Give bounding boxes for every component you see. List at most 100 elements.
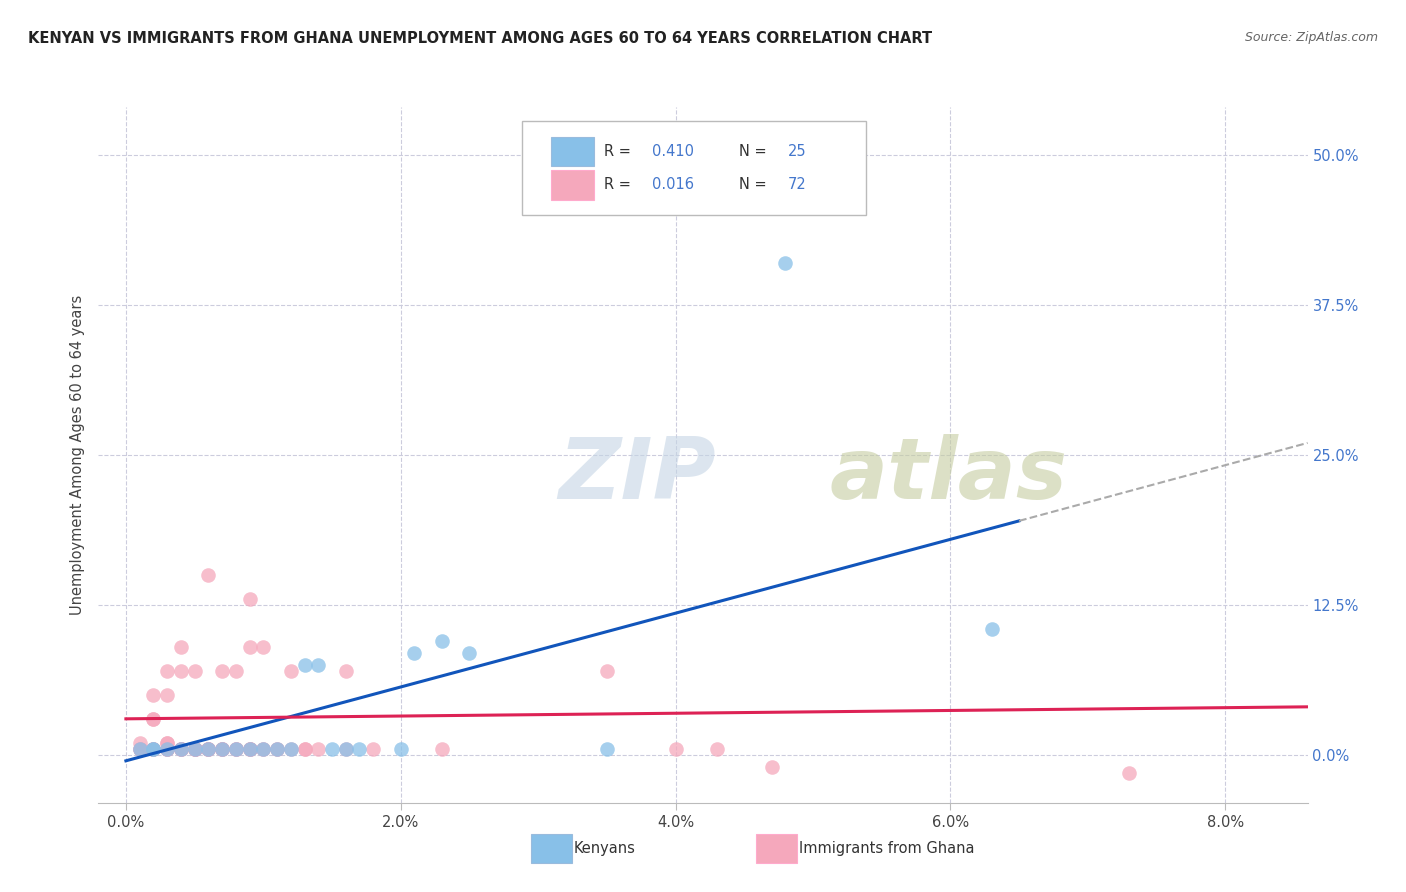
Point [197,741,219,756]
Point [239,640,262,654]
Point [170,741,193,756]
Point [239,591,262,606]
Point [404,646,426,660]
Text: Kenyans: Kenyans [574,841,636,855]
Point [170,741,193,756]
Point [128,741,150,756]
Point [1118,765,1140,780]
Point [280,664,302,678]
Point [183,741,205,756]
Text: atlas: atlas [830,434,1069,517]
Point [225,664,247,678]
Point [183,741,205,756]
Point [156,741,179,756]
Point [211,741,233,756]
Point [239,741,262,756]
Point [980,622,1002,636]
Point [142,712,165,726]
Point [156,736,179,750]
Point [664,741,686,756]
Point [197,741,219,756]
Point [225,741,247,756]
Point [307,657,329,672]
Point [142,741,165,756]
Point [156,664,179,678]
Point [183,741,205,756]
Point [128,741,150,756]
Point [142,741,165,756]
Point [239,741,262,756]
Point [294,741,316,756]
Point [252,741,274,756]
FancyBboxPatch shape [551,170,595,200]
Text: N =: N = [740,178,772,193]
Point [252,741,274,756]
Point [335,664,357,678]
Point [183,741,205,756]
Text: ZIP: ZIP [558,434,716,517]
Point [335,741,357,756]
Point [596,741,619,756]
Point [458,646,481,660]
Point [170,741,193,756]
Point [430,633,453,648]
Point [156,741,179,756]
Text: Immigrants from Ghana: Immigrants from Ghana [799,841,974,855]
Text: N =: N = [740,145,772,159]
Point [280,741,302,756]
Point [225,741,247,756]
Point [156,741,179,756]
Point [430,741,453,756]
Point [170,741,193,756]
Point [266,741,288,756]
Point [294,741,316,756]
Point [252,640,274,654]
Point [183,664,205,678]
Point [197,741,219,756]
Text: 72: 72 [787,178,807,193]
Point [211,741,233,756]
Point [142,741,165,756]
Text: KENYAN VS IMMIGRANTS FROM GHANA UNEMPLOYMENT AMONG AGES 60 TO 64 YEARS CORRELATI: KENYAN VS IMMIGRANTS FROM GHANA UNEMPLOY… [28,31,932,46]
Point [170,664,193,678]
Point [596,664,619,678]
Point [128,736,150,750]
Point [239,741,262,756]
Point [142,688,165,702]
Point [389,741,412,756]
Point [211,741,233,756]
Point [294,657,316,672]
Point [225,741,247,756]
Point [128,741,150,756]
Point [706,741,728,756]
Point [128,741,150,756]
Y-axis label: Unemployment Among Ages 60 to 64 years: Unemployment Among Ages 60 to 64 years [70,294,86,615]
Point [183,741,205,756]
Point [321,741,343,756]
Point [335,741,357,756]
Point [280,741,302,756]
Point [197,741,219,756]
Point [197,567,219,582]
Point [197,741,219,756]
Text: Source: ZipAtlas.com: Source: ZipAtlas.com [1244,31,1378,45]
Point [361,741,384,756]
Point [239,741,262,756]
Point [142,741,165,756]
Point [239,741,262,756]
Point [349,741,371,756]
Point [266,741,288,756]
Point [156,736,179,750]
Point [211,741,233,756]
Point [183,741,205,756]
Point [142,741,165,756]
Point [775,256,797,270]
Point [183,741,205,756]
Point [142,741,165,756]
Point [156,741,179,756]
Point [211,741,233,756]
Point [156,688,179,702]
Text: 0.016: 0.016 [652,178,695,193]
Point [142,712,165,726]
Point [252,741,274,756]
